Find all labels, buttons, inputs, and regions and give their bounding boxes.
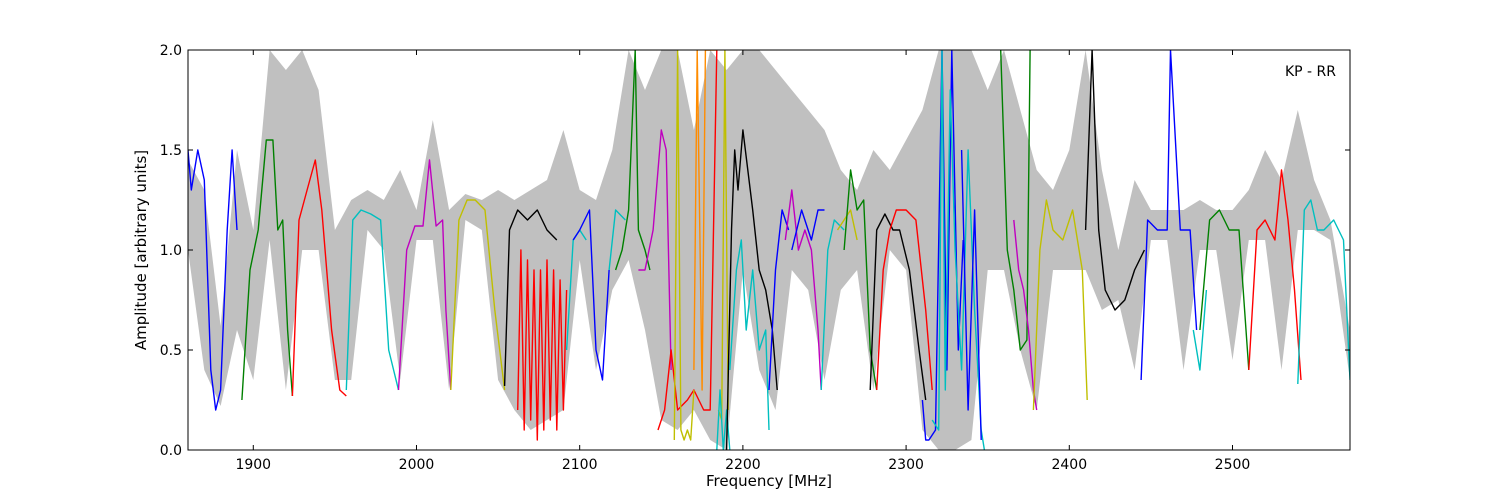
series-line-14 [657, 50, 718, 431]
series-line-4 [345, 209, 400, 391]
envelope-layer [188, 50, 1350, 450]
x-axis-label: Frequency [MHz] [706, 472, 832, 490]
series-line-17 [717, 50, 729, 421]
y-tick-label: 0.5 [160, 343, 182, 359]
series-line-8 [517, 249, 568, 441]
y-axis-ticks: 0.0 0.5 1.0 1.5 2.0 [160, 43, 1350, 459]
series-line-40 [1297, 199, 1350, 385]
series-line-28 [876, 209, 933, 391]
series-line-21 [768, 209, 790, 391]
series-line-1 [188, 149, 238, 411]
series-line-30 [931, 50, 986, 450]
series-line-10 [572, 209, 610, 381]
series-line-37 [1192, 289, 1208, 371]
series-line-3 [291, 159, 347, 397]
series-line-5 [397, 159, 452, 391]
series-line-15 [673, 50, 695, 441]
series-line-20 [729, 239, 770, 431]
series-line-34 [1032, 199, 1088, 411]
series-line-31 [960, 149, 982, 441]
x-tick-label: 2100 [562, 457, 598, 473]
series-line-6 [450, 199, 506, 391]
x-tick-label: 2400 [1051, 457, 1087, 473]
series-line-19 [725, 129, 778, 450]
y-axis-label: Amplitude [arbitrary units] [132, 150, 150, 350]
y-tick-label: 0.0 [160, 443, 182, 459]
x-axis-ticks: 1900 2000 2100 2200 2300 2400 2500 [235, 50, 1250, 473]
series-line-36 [1140, 50, 1198, 381]
panel-annotation: KP - RR [1285, 64, 1336, 80]
series-line-11 [608, 209, 626, 271]
series-line-38 [1199, 209, 1250, 371]
series-line-7 [503, 209, 558, 387]
y-tick-label: 1.0 [160, 243, 182, 259]
series-line-29 [921, 50, 964, 441]
x-tick-label: 1900 [235, 457, 271, 473]
series-line-27 [869, 213, 927, 401]
series-layer [188, 50, 1350, 450]
y-tick-label: 2.0 [160, 43, 182, 59]
series-line-32 [1000, 50, 1031, 351]
series-line-24 [820, 219, 845, 391]
x-tick-label: 2300 [888, 457, 924, 473]
series-line-23 [791, 209, 825, 251]
series-line-13 [638, 129, 672, 371]
series-line-16 [693, 50, 717, 391]
series-line-22 [784, 189, 822, 391]
y-tick-label: 1.5 [160, 143, 182, 159]
x-tick-label: 2000 [399, 457, 435, 473]
envelope-band [188, 50, 1350, 450]
x-tick-label: 2200 [725, 457, 761, 473]
x-tick-label: 2500 [1215, 457, 1251, 473]
series-line-2 [241, 139, 294, 401]
series-line-12 [614, 50, 651, 271]
series-line-39 [1248, 169, 1302, 381]
series-line-35 [1084, 50, 1146, 311]
